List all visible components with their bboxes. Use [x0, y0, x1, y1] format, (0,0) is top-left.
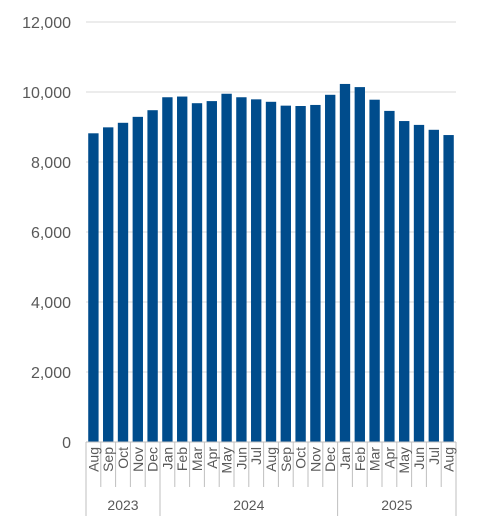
x-tick-label: May — [396, 447, 412, 473]
bar — [339, 83, 351, 442]
y-tick-label: 0 — [62, 435, 71, 452]
bar — [428, 129, 439, 443]
x-tick-label: Apr — [381, 447, 397, 469]
year-label: 2024 — [233, 497, 264, 513]
x-tick-label: Oct — [115, 447, 131, 469]
x-tick-label: Feb — [174, 447, 190, 471]
x-tick-label: Aug — [85, 447, 101, 472]
x-tick-label: Jul — [426, 447, 442, 465]
bar — [132, 116, 143, 442]
x-tick-label: Oct — [293, 447, 309, 469]
x-tick-label: Dec — [145, 447, 161, 472]
bar — [177, 96, 188, 443]
x-tick-label: Jan — [159, 447, 175, 470]
bar — [443, 135, 454, 443]
x-tick-label: Nov — [307, 447, 323, 472]
x-tick-label: Jun — [411, 447, 427, 470]
x-tick-label: Mar — [367, 447, 383, 471]
bar — [325, 94, 336, 443]
x-tick-label: Sep — [278, 447, 294, 472]
x-tick-label: May — [219, 447, 235, 473]
bar — [162, 97, 173, 442]
y-tick-label: 12,000 — [22, 15, 71, 32]
bar — [384, 110, 395, 443]
y-tick-label: 8,000 — [31, 155, 71, 172]
x-tick-label: Aug — [263, 447, 279, 472]
year-label: 2025 — [381, 497, 412, 513]
x-tick-label: Jun — [233, 447, 249, 470]
bar — [310, 104, 321, 442]
y-tick-label: 6,000 — [31, 225, 71, 242]
x-tick-label: Jul — [248, 447, 264, 465]
bar — [221, 93, 232, 442]
bar — [369, 99, 380, 442]
y-tick-label: 10,000 — [22, 85, 71, 102]
bar — [191, 103, 203, 442]
bar — [103, 127, 114, 442]
bar — [280, 105, 291, 443]
x-tick-label: Aug — [441, 447, 457, 472]
year-label: 2023 — [107, 497, 138, 513]
bar — [236, 97, 247, 442]
bar — [354, 87, 365, 442]
y-tick-label: 4,000 — [31, 295, 71, 312]
bar — [295, 106, 306, 442]
bar — [413, 124, 425, 443]
bar — [265, 101, 277, 443]
bar — [251, 99, 262, 442]
y-tick-label: 2,000 — [31, 365, 71, 382]
x-tick-label: Nov — [130, 447, 146, 472]
bar — [88, 133, 99, 443]
bar — [117, 122, 129, 443]
bar — [206, 101, 217, 442]
bar — [147, 110, 158, 442]
bar — [399, 121, 410, 443]
x-tick-label: Mar — [189, 447, 205, 471]
x-tick-label: Apr — [204, 447, 220, 469]
x-tick-label: Dec — [322, 447, 338, 472]
x-tick-label: Feb — [352, 447, 368, 471]
x-tick-label: Sep — [100, 447, 116, 472]
x-tick-label: Jan — [337, 447, 353, 470]
